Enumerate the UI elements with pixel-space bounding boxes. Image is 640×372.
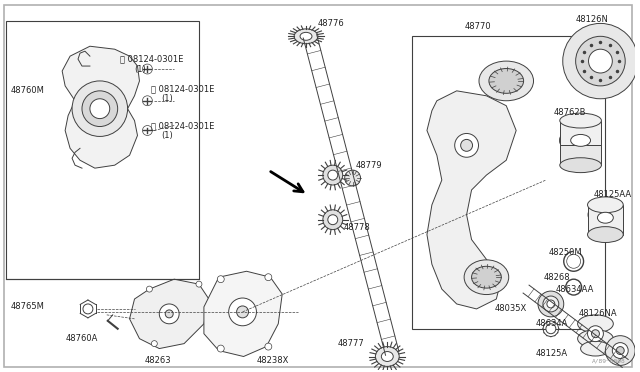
Circle shape [196,281,202,287]
Ellipse shape [580,341,611,356]
Ellipse shape [588,227,623,243]
Circle shape [83,304,93,314]
Text: 48125AA: 48125AA [593,190,632,199]
Circle shape [159,304,179,324]
Circle shape [575,36,625,86]
Text: 48634AA: 48634AA [556,285,594,294]
Circle shape [612,343,628,359]
Ellipse shape [598,212,613,223]
Ellipse shape [578,315,613,333]
Polygon shape [427,91,516,309]
Circle shape [265,274,272,280]
Bar [560,145,602,165]
Text: A/89^0008: A/89^0008 [591,359,625,363]
Text: 48250M: 48250M [549,248,582,257]
Circle shape [90,99,109,119]
Ellipse shape [571,134,591,146]
Text: 48776: 48776 [318,19,345,28]
Circle shape [538,291,564,317]
Text: Ⓑ 08124-0301E: Ⓑ 08124-0301E [152,121,215,130]
Circle shape [152,341,157,347]
Ellipse shape [578,330,613,347]
Circle shape [218,345,224,352]
Circle shape [543,296,559,312]
Text: 48760A: 48760A [65,334,97,343]
Circle shape [588,326,604,341]
Ellipse shape [560,125,602,155]
Ellipse shape [472,266,501,288]
Ellipse shape [489,68,524,93]
Text: 48760M: 48760M [11,86,45,95]
Ellipse shape [560,158,602,173]
Circle shape [546,324,556,334]
Bar [6,22,199,279]
Circle shape [72,81,127,137]
Circle shape [591,330,600,338]
Circle shape [461,140,472,151]
Text: Ⓑ 08124-0301E: Ⓑ 08124-0301E [152,84,215,93]
Text: 48777: 48777 [338,339,365,348]
Text: 48126NA: 48126NA [579,310,617,318]
Text: 48779: 48779 [356,161,382,170]
Ellipse shape [376,347,399,366]
Circle shape [265,343,272,350]
Text: 48238X: 48238X [257,356,289,365]
Text: 48765M: 48765M [11,302,45,311]
Text: (1): (1) [161,94,173,103]
Bar [588,205,623,235]
Text: (1): (1) [134,64,147,74]
Text: 48125A: 48125A [536,349,568,358]
Text: 48126N: 48126N [575,15,609,24]
Circle shape [605,336,635,365]
Text: Ⓑ 08124-0301E: Ⓑ 08124-0301E [120,55,183,64]
Ellipse shape [560,113,602,128]
Text: 48035X: 48035X [494,304,527,314]
Text: 48268: 48268 [544,273,570,282]
Bar [560,121,602,145]
Circle shape [237,306,248,318]
Circle shape [218,276,224,283]
Text: 48762B: 48762B [554,108,586,117]
Text: 48770: 48770 [465,22,492,31]
Circle shape [454,134,479,157]
Circle shape [547,300,555,308]
Circle shape [328,170,338,180]
Bar [412,36,605,329]
Text: (1): (1) [161,131,173,140]
Circle shape [82,91,118,126]
Ellipse shape [588,202,623,227]
Ellipse shape [294,29,318,44]
Circle shape [323,165,342,185]
Circle shape [323,210,342,230]
Circle shape [616,347,624,355]
Ellipse shape [300,32,312,40]
Circle shape [563,23,638,99]
Ellipse shape [381,352,393,362]
Ellipse shape [464,260,509,295]
Circle shape [328,215,338,225]
Ellipse shape [479,61,534,101]
Polygon shape [62,46,140,168]
Polygon shape [204,271,282,356]
Text: 48634A: 48634A [536,319,568,328]
Circle shape [345,170,360,186]
Text: 48778: 48778 [344,223,371,232]
Ellipse shape [588,197,623,213]
Circle shape [228,298,257,326]
Circle shape [165,310,173,318]
Circle shape [589,49,612,73]
Polygon shape [129,279,209,349]
Text: 48263: 48263 [145,356,171,365]
Circle shape [147,286,152,292]
